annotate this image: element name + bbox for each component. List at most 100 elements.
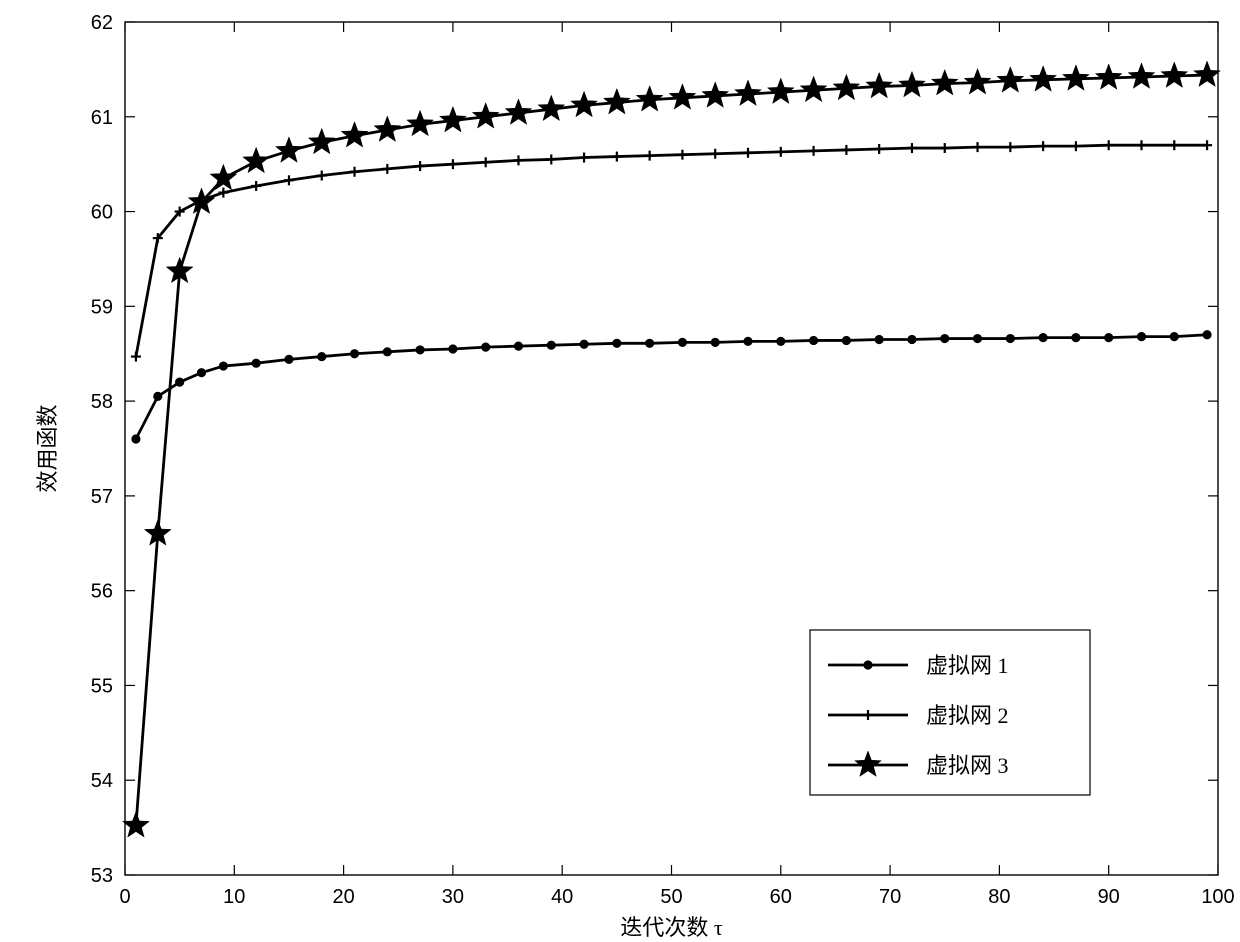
marker-circle — [875, 336, 883, 344]
marker-circle — [1039, 334, 1047, 342]
ytick-label: 58 — [91, 391, 113, 413]
marker-circle — [842, 336, 850, 344]
marker-circle — [416, 346, 424, 354]
marker-star — [210, 164, 237, 189]
marker-star — [440, 107, 467, 132]
xtick-label: 90 — [1098, 886, 1120, 908]
marker-circle — [154, 392, 162, 400]
ytick-label: 55 — [91, 675, 113, 697]
marker-star — [571, 91, 598, 116]
marker-star — [1095, 64, 1122, 89]
marker-star — [243, 147, 270, 172]
xtick-label: 40 — [551, 886, 573, 908]
marker-star — [866, 72, 893, 97]
marker-star — [702, 82, 729, 107]
marker-star — [407, 110, 434, 135]
chart-canvas: 0 10 20 30 40 50 60 70 80 90 100 53 54 55 56 57 58 59 60 61… — [0, 0, 1240, 942]
xtick-label: 50 — [660, 886, 682, 908]
ytick-label: 62 — [91, 12, 113, 34]
utility-chart: 0 10 20 30 40 50 60 70 80 90 100 53 54 55 56 57 58 59 60 61… — [0, 0, 1240, 942]
marker-circle — [777, 337, 785, 345]
marker-star — [1030, 66, 1057, 91]
ytick-label: 54 — [91, 770, 113, 792]
marker-circle — [383, 348, 391, 356]
marker-circle — [1006, 335, 1014, 343]
marker-circle — [1170, 333, 1178, 341]
marker-circle — [547, 341, 555, 349]
ytick-label: 61 — [91, 107, 113, 129]
series-line — [136, 335, 1207, 439]
marker-star — [505, 99, 532, 124]
marker-circle — [285, 355, 293, 363]
marker-star — [472, 103, 499, 128]
marker-circle — [482, 343, 490, 351]
ytick-label: 56 — [91, 581, 113, 603]
legend-label: 虚拟网 2 — [926, 703, 1009, 728]
xtick-label: 0 — [119, 886, 130, 908]
marker-star — [538, 95, 565, 120]
marker-circle — [176, 378, 184, 386]
marker-circle — [678, 338, 686, 346]
marker-star — [1194, 61, 1221, 86]
ytick-label: 59 — [91, 296, 113, 318]
marker-star — [308, 128, 335, 153]
marker-star — [833, 74, 860, 99]
marker-star — [636, 86, 663, 111]
marker-star — [669, 84, 696, 109]
marker-circle — [198, 369, 206, 377]
ytick-label: 57 — [91, 486, 113, 508]
xtick-label: 70 — [879, 886, 901, 908]
xlabel: 迭代次数 τ — [620, 915, 723, 940]
marker-circle — [132, 435, 140, 443]
series-虚拟网 2 — [131, 140, 1212, 361]
marker-circle — [219, 362, 227, 370]
marker-star — [1128, 63, 1155, 88]
xtick-label: 10 — [223, 886, 245, 908]
xtick-label: 80 — [988, 886, 1010, 908]
marker-circle — [1203, 331, 1211, 339]
marker-circle — [318, 353, 326, 361]
marker-circle — [646, 339, 654, 347]
marker-circle — [252, 359, 260, 367]
ylabel: 效用函数 — [35, 404, 60, 492]
marker-star — [123, 812, 150, 837]
marker-circle — [711, 338, 719, 346]
marker-circle — [1105, 334, 1113, 342]
marker-star — [374, 116, 401, 141]
marker-circle — [744, 337, 752, 345]
marker-circle — [974, 335, 982, 343]
series-line — [136, 145, 1207, 356]
xtick-label: 100 — [1201, 886, 1234, 908]
marker-star — [276, 137, 303, 162]
marker-star — [1063, 65, 1090, 90]
marker-star — [899, 72, 926, 97]
marker-circle — [941, 335, 949, 343]
ytick-label: 60 — [91, 202, 113, 224]
marker-circle — [810, 336, 818, 344]
marker-star — [735, 80, 762, 105]
marker-star — [800, 76, 827, 101]
legend-label: 虚拟网 1 — [926, 653, 1009, 678]
legend-label: 虚拟网 3 — [926, 753, 1009, 778]
marker-star — [997, 67, 1024, 92]
xtick-label: 20 — [332, 886, 354, 908]
marker-circle — [908, 336, 916, 344]
xtick-label: 30 — [442, 886, 464, 908]
marker-circle — [1137, 333, 1145, 341]
marker-star — [767, 78, 794, 103]
marker-circle — [613, 339, 621, 347]
marker-star — [1161, 62, 1188, 87]
marker-circle — [514, 342, 522, 350]
legend: 虚拟网 1 虚拟网 2 虚拟网 3 — [810, 630, 1090, 795]
marker-star — [341, 122, 368, 147]
marker-star — [931, 70, 958, 95]
xtick-label: 60 — [770, 886, 792, 908]
marker-circle — [351, 350, 359, 358]
ytick-label: 53 — [91, 865, 113, 887]
marker-star — [964, 69, 991, 94]
series-虚拟网 1 — [132, 331, 1211, 443]
marker-circle — [864, 661, 872, 669]
marker-star — [604, 89, 631, 114]
marker-circle — [449, 345, 457, 353]
marker-circle — [1072, 334, 1080, 342]
